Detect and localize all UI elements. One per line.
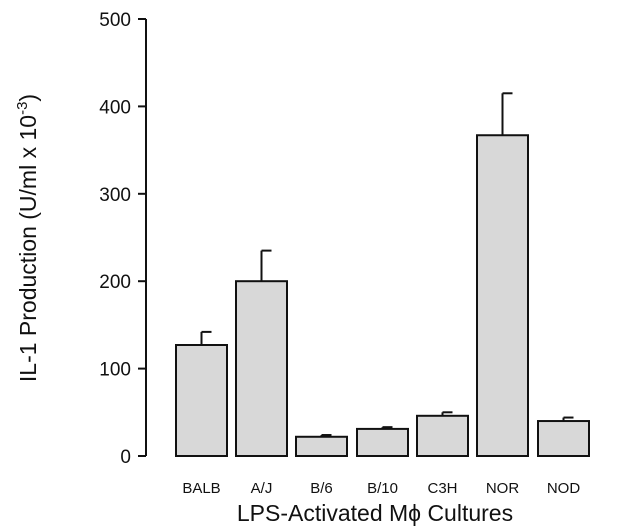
bar-b10 — [356, 427, 409, 458]
bar-balb — [175, 344, 228, 458]
y-tick-label: 300 — [99, 185, 131, 206]
y-tick-label: 200 — [99, 272, 131, 293]
x-tick-label: B/6 — [310, 480, 333, 497]
x-tick-label: BALB — [182, 480, 220, 497]
bar-nor — [476, 134, 529, 457]
y-axis: 0 100 200 300 400 500 — [99, 10, 147, 468]
x-tick-labels: BALB A/J B/6 B/10 C3H NOR NOD — [182, 480, 580, 497]
bar-nod — [537, 420, 590, 458]
x-tick-label: NOR — [486, 480, 520, 497]
bar-b6 — [295, 435, 348, 458]
bars — [175, 92, 590, 458]
x-tick-label: C3H — [427, 480, 457, 497]
y-tick-label: 500 — [99, 10, 131, 31]
y-tick-label: 400 — [99, 97, 131, 118]
x-tick-label: A/J — [251, 480, 273, 497]
y-tick-label: 0 — [120, 447, 131, 468]
x-tick-label: NOD — [547, 480, 581, 497]
bar-aj — [235, 280, 288, 458]
x-axis-title: LPS-Activated Mϕ Cultures — [237, 500, 513, 526]
y-tick-label: 100 — [99, 360, 131, 381]
bar-c3h — [416, 414, 469, 457]
x-tick-label: B/10 — [367, 480, 398, 497]
y-axis-title: IL-1 Production (U/ml x 10-3) — [14, 94, 41, 382]
